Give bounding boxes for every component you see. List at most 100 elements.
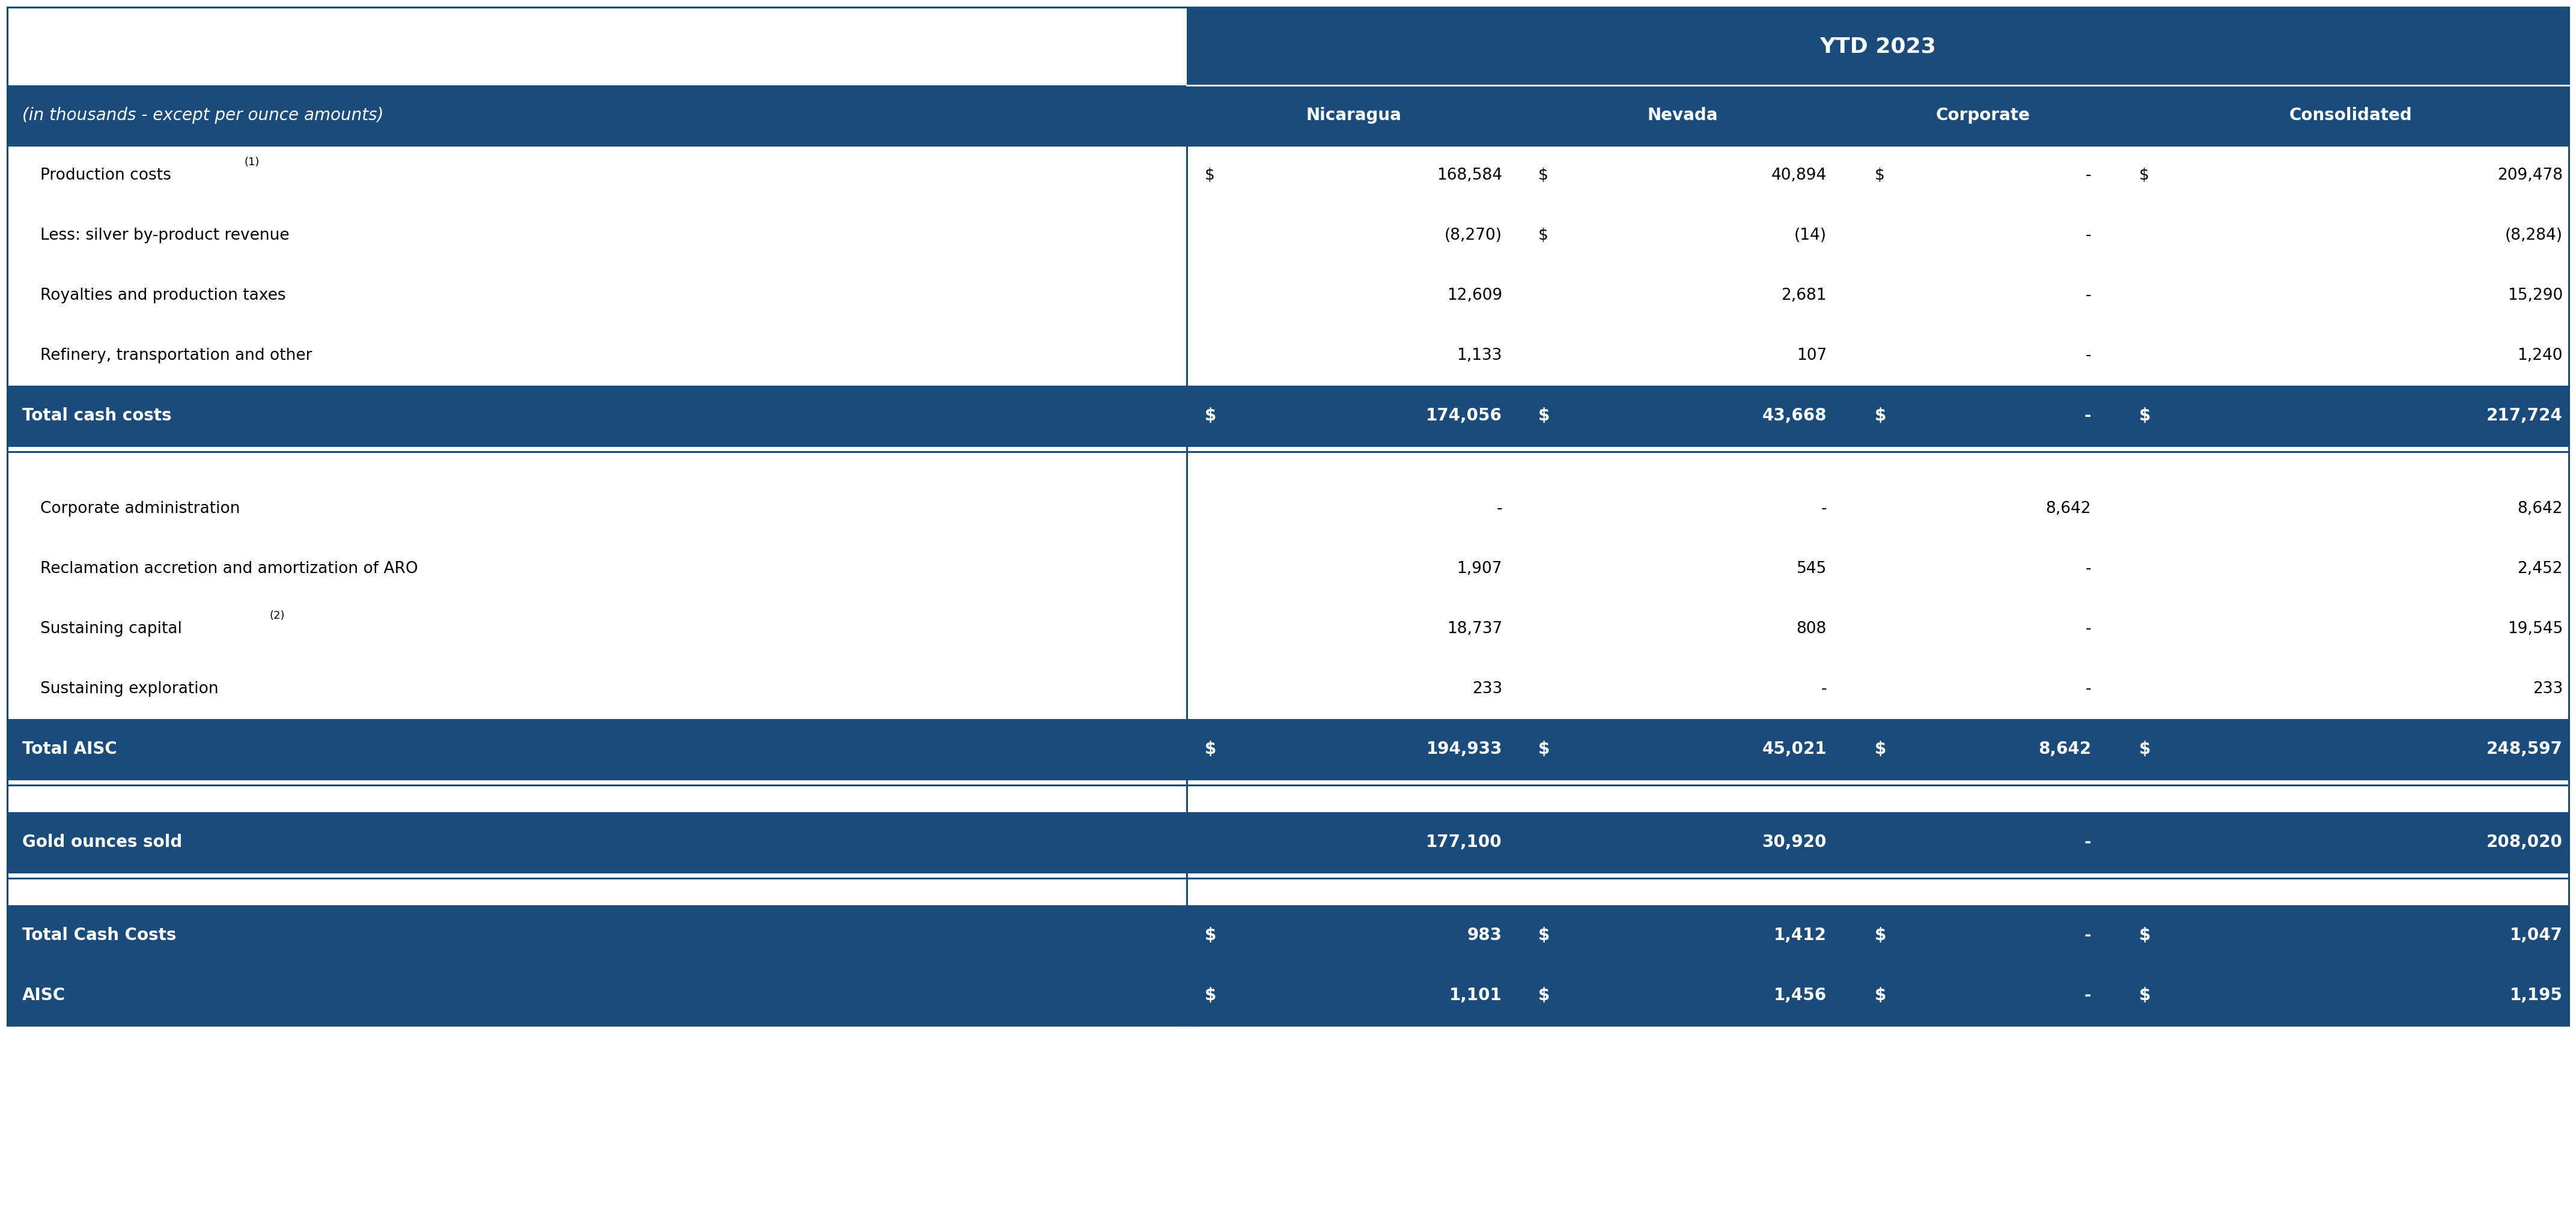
Text: 1,240: 1,240: [2517, 348, 2563, 363]
Text: $: $: [2138, 927, 2151, 944]
Bar: [8, 905, 2568, 965]
Text: 808: 808: [1795, 622, 1826, 636]
Text: 983: 983: [1468, 927, 1502, 944]
Text: Production costs: Production costs: [41, 168, 170, 183]
Text: Reclamation accretion and amortization of ARO: Reclamation accretion and amortization o…: [41, 562, 417, 576]
Text: -: -: [2087, 348, 2092, 363]
Text: YTD 2023: YTD 2023: [1819, 36, 1937, 56]
Text: (8,284): (8,284): [2504, 228, 2563, 243]
Text: 1,456: 1,456: [1775, 987, 1826, 1004]
Text: $: $: [2138, 407, 2151, 424]
Text: 107: 107: [1795, 348, 1826, 363]
Text: $: $: [2138, 987, 2151, 1004]
Text: 248,597: 248,597: [2486, 741, 2563, 758]
Text: $: $: [1206, 168, 1216, 183]
Text: $: $: [1538, 741, 1551, 758]
Text: 1,195: 1,195: [2509, 987, 2563, 1004]
Text: -: -: [2087, 622, 2092, 636]
Text: -: -: [2087, 168, 2092, 183]
Text: Less: silver by-product revenue: Less: silver by-product revenue: [41, 228, 289, 243]
Text: -: -: [1821, 501, 1826, 516]
Text: 174,056: 174,056: [1427, 407, 1502, 424]
Text: Total cash costs: Total cash costs: [23, 407, 173, 424]
Text: -: -: [2087, 562, 2092, 576]
Text: $: $: [2138, 168, 2148, 183]
Text: $: $: [1538, 228, 1548, 243]
Bar: [8, 266, 2568, 326]
Text: AISC: AISC: [23, 987, 64, 1004]
Text: 45,021: 45,021: [1762, 741, 1826, 758]
Text: 8,642: 8,642: [2517, 501, 2563, 516]
Text: 177,100: 177,100: [1427, 834, 1502, 851]
Bar: [8, 658, 2568, 718]
Text: 8,642: 8,642: [2038, 741, 2092, 758]
Text: $: $: [1206, 407, 1216, 424]
Bar: [8, 206, 2568, 266]
Text: 43,668: 43,668: [1762, 407, 1826, 424]
Text: 8,642: 8,642: [2045, 501, 2092, 516]
Text: $: $: [2138, 741, 2151, 758]
Text: Consolidated: Consolidated: [2290, 107, 2414, 124]
Text: -: -: [1497, 501, 1502, 516]
Text: (14): (14): [1795, 228, 1826, 243]
Bar: [8, 146, 2568, 206]
Text: 217,724: 217,724: [2486, 407, 2563, 424]
Text: -: -: [2087, 228, 2092, 243]
Text: 545: 545: [1795, 562, 1826, 576]
Text: 15,290: 15,290: [2506, 288, 2563, 303]
Text: -: -: [2087, 288, 2092, 303]
Text: 1,907: 1,907: [1458, 562, 1502, 576]
Text: 2,452: 2,452: [2517, 562, 2563, 576]
Text: 12,609: 12,609: [1448, 288, 1502, 303]
Text: 30,920: 30,920: [1762, 834, 1826, 851]
Text: -: -: [1821, 682, 1826, 696]
Bar: [8, 86, 2568, 146]
Text: -: -: [2087, 682, 2092, 696]
Text: $: $: [1875, 927, 1886, 944]
Text: 1,133: 1,133: [1458, 348, 1502, 363]
Text: 209,478: 209,478: [2496, 168, 2563, 183]
Text: (in thousands - except per ounce amounts): (in thousands - except per ounce amounts…: [23, 107, 384, 124]
Text: $: $: [1538, 168, 1548, 183]
Text: (8,270): (8,270): [1445, 228, 1502, 243]
Text: Nevada: Nevada: [1646, 107, 1718, 124]
Bar: [8, 718, 2568, 779]
Text: $: $: [1538, 987, 1551, 1004]
Text: (2): (2): [270, 611, 283, 622]
Bar: [8, 386, 2568, 446]
Text: -: -: [2084, 407, 2092, 424]
Text: 194,933: 194,933: [1427, 741, 1502, 758]
Bar: [8, 812, 2568, 872]
Text: $: $: [1206, 927, 1216, 944]
Text: 1,101: 1,101: [1450, 987, 1502, 1004]
Text: $: $: [1206, 987, 1216, 1004]
Bar: [8, 598, 2568, 658]
Text: Royalties and production taxes: Royalties and production taxes: [41, 288, 286, 303]
Text: -: -: [2084, 834, 2092, 851]
Text: Corporate: Corporate: [1935, 107, 2030, 124]
Text: 233: 233: [2532, 682, 2563, 696]
Text: 1,412: 1,412: [1775, 927, 1826, 944]
Text: 233: 233: [1471, 682, 1502, 696]
Text: $: $: [1538, 407, 1551, 424]
Text: -: -: [2084, 927, 2092, 944]
Text: $: $: [1538, 927, 1551, 944]
Bar: [8, 478, 2568, 538]
Bar: [8, 538, 2568, 598]
Text: 168,584: 168,584: [1437, 168, 1502, 183]
Text: (1): (1): [245, 157, 260, 168]
Text: -: -: [2084, 987, 2092, 1004]
Text: Total AISC: Total AISC: [23, 741, 116, 758]
Text: $: $: [1875, 168, 1886, 183]
Text: 2,681: 2,681: [1783, 288, 1826, 303]
Text: $: $: [1875, 987, 1886, 1004]
Text: Corporate administration: Corporate administration: [41, 501, 240, 516]
Text: 40,894: 40,894: [1772, 168, 1826, 183]
Text: 18,737: 18,737: [1448, 622, 1502, 636]
Bar: [8, 326, 2568, 386]
Text: 19,545: 19,545: [2506, 622, 2563, 636]
Text: Sustaining capital: Sustaining capital: [41, 622, 183, 636]
Text: $: $: [1875, 407, 1886, 424]
Text: Gold ounces sold: Gold ounces sold: [23, 834, 183, 851]
Bar: [1188, 7, 2568, 86]
